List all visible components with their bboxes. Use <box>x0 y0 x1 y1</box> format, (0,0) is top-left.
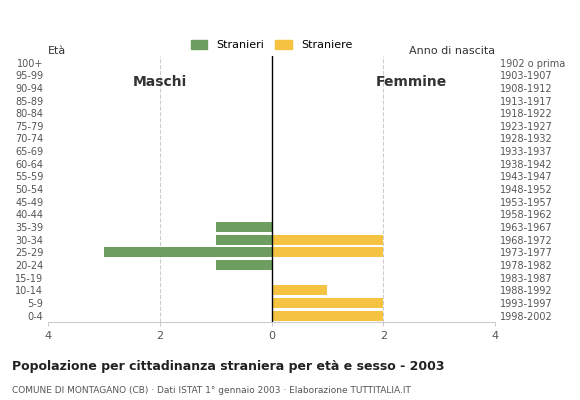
Bar <box>271 298 383 308</box>
Text: COMUNE DI MONTAGANO (CB) · Dati ISTAT 1° gennaio 2003 · Elaborazione TUTTITALIA.: COMUNE DI MONTAGANO (CB) · Dati ISTAT 1°… <box>12 386 411 395</box>
Bar <box>216 235 271 245</box>
Bar <box>216 260 271 270</box>
Text: Femmine: Femmine <box>375 74 447 88</box>
Text: Maschi: Maschi <box>133 74 187 88</box>
Bar <box>271 310 383 321</box>
Text: Età: Età <box>48 46 67 56</box>
Bar <box>216 222 271 232</box>
Bar <box>271 285 327 295</box>
Text: Anno di nascita: Anno di nascita <box>409 46 495 56</box>
Bar <box>271 247 383 258</box>
Bar <box>104 247 271 258</box>
Legend: Stranieri, Straniere: Stranieri, Straniere <box>186 35 357 54</box>
Bar <box>271 235 383 245</box>
Text: Popolazione per cittadinanza straniera per età e sesso - 2003: Popolazione per cittadinanza straniera p… <box>12 360 444 373</box>
